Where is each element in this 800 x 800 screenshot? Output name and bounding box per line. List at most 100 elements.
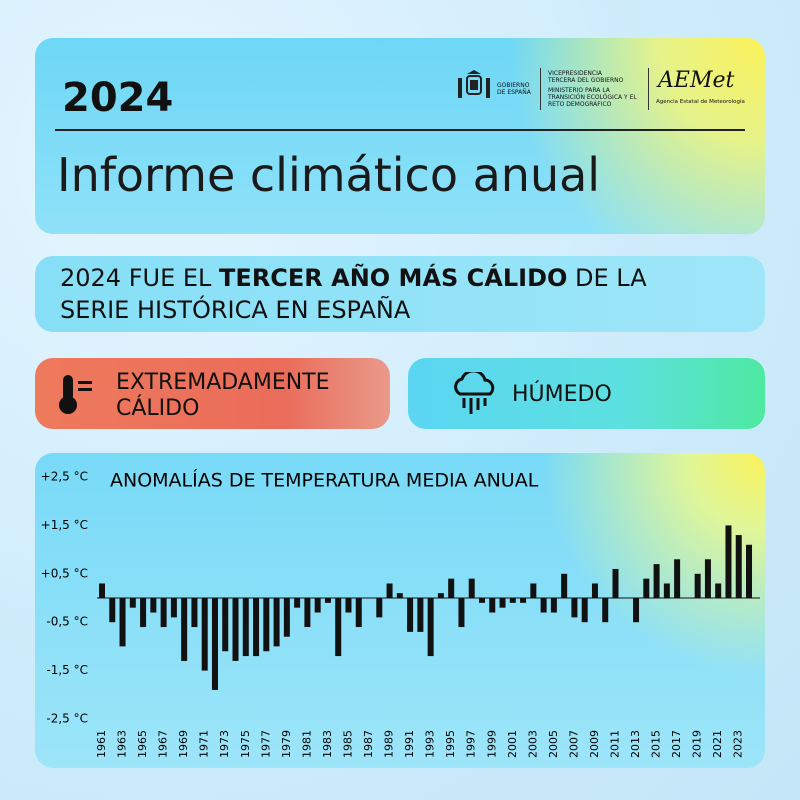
bar bbox=[633, 598, 640, 623]
bar bbox=[735, 535, 742, 598]
x-tick-label: 2011 bbox=[609, 730, 622, 758]
bar bbox=[674, 559, 681, 598]
y-tick-label: -0,5 °C bbox=[46, 615, 88, 629]
bar bbox=[468, 578, 475, 598]
precipitation-label: HÚMEDO bbox=[512, 382, 612, 407]
rain-icon bbox=[454, 372, 495, 414]
headline-text: DE LA SERIE HISTÓRICA EN ESPAÑA bbox=[60, 264, 647, 324]
bar bbox=[314, 598, 321, 613]
header-card bbox=[35, 38, 765, 234]
x-tick-label: 2023 bbox=[732, 730, 745, 758]
bar bbox=[376, 598, 383, 618]
government: GOBIERNO DE ESPAÑA bbox=[497, 82, 531, 96]
x-tick-label: 1963 bbox=[116, 730, 129, 758]
bar bbox=[355, 598, 362, 628]
y-tick-label: +1,5 °C bbox=[41, 518, 88, 532]
bar bbox=[725, 525, 732, 598]
x-tick-label: 1971 bbox=[198, 730, 211, 758]
bar bbox=[448, 578, 455, 598]
bar bbox=[550, 598, 557, 613]
x-tick-label: 1969 bbox=[177, 730, 190, 758]
x-tick-label: 1999 bbox=[485, 730, 498, 758]
bar bbox=[417, 598, 424, 632]
bar bbox=[304, 598, 311, 628]
bar bbox=[150, 598, 157, 613]
bar bbox=[591, 583, 598, 598]
x-tick-label: 1987 bbox=[362, 730, 375, 758]
agency-name: Agencia Estatal de Meteorología bbox=[656, 99, 745, 105]
x-tick-label: 2017 bbox=[670, 730, 683, 758]
bar bbox=[222, 598, 229, 652]
bar bbox=[129, 598, 136, 608]
headline-highlight: TERCER AÑO MÁS CÁLIDO bbox=[219, 264, 568, 292]
x-tick-label: 2015 bbox=[650, 730, 663, 758]
chart-card bbox=[35, 453, 765, 768]
bar bbox=[294, 598, 301, 608]
x-tick-label: 1997 bbox=[465, 730, 478, 758]
bar bbox=[396, 593, 403, 598]
bar bbox=[715, 583, 722, 598]
x-tick-label: 1961 bbox=[95, 730, 108, 758]
y-tick-label: -2,5 °C bbox=[46, 712, 88, 726]
bar bbox=[746, 544, 753, 598]
x-tick-label: 2001 bbox=[506, 730, 519, 758]
x-tick-label: 1993 bbox=[424, 730, 437, 758]
x-tick-label: 1989 bbox=[383, 730, 396, 758]
bar bbox=[602, 598, 609, 623]
x-tick-label: 1965 bbox=[136, 730, 149, 758]
bar bbox=[253, 598, 260, 657]
x-tick-label: 1975 bbox=[239, 730, 252, 758]
x-tick-label: 2009 bbox=[588, 730, 601, 758]
bar bbox=[324, 598, 331, 603]
bar bbox=[571, 598, 578, 618]
temperature-label: EXTREMADAMENTE CÁLIDO bbox=[116, 370, 330, 421]
bar bbox=[119, 598, 126, 647]
x-tick-label: 1983 bbox=[321, 730, 334, 758]
temperature-badge bbox=[35, 358, 390, 429]
x-tick-label: 1979 bbox=[280, 730, 293, 758]
bar bbox=[561, 573, 568, 598]
bar bbox=[663, 583, 670, 598]
bar bbox=[694, 573, 701, 598]
bar bbox=[181, 598, 188, 661]
divider bbox=[540, 68, 541, 110]
bar bbox=[211, 598, 218, 690]
x-tick-label: 2013 bbox=[629, 730, 642, 758]
bar bbox=[335, 598, 342, 657]
bar bbox=[478, 598, 485, 603]
agency-logo: AEMet bbox=[658, 68, 735, 93]
bar bbox=[273, 598, 280, 647]
bar bbox=[653, 564, 660, 598]
bar bbox=[170, 598, 177, 618]
bar bbox=[643, 578, 650, 598]
bar bbox=[530, 583, 537, 598]
headline-card bbox=[35, 256, 765, 332]
bar bbox=[263, 598, 270, 652]
y-tick-label: +0,5 °C bbox=[41, 566, 88, 580]
bar bbox=[437, 593, 444, 598]
bar bbox=[509, 598, 516, 603]
x-tick-label: 2003 bbox=[526, 730, 539, 758]
x-tick-label: 2007 bbox=[567, 730, 580, 758]
thermometer-icon bbox=[59, 375, 92, 414]
x-tick-label: 1973 bbox=[218, 730, 231, 758]
x-tick-label: 1995 bbox=[444, 730, 457, 758]
bar bbox=[520, 598, 527, 603]
bar bbox=[458, 598, 465, 628]
divider bbox=[648, 68, 649, 110]
x-tick-label: 2019 bbox=[691, 730, 704, 758]
x-tick-label: 2021 bbox=[711, 730, 724, 758]
bar bbox=[109, 598, 116, 623]
year: 2024 bbox=[62, 75, 174, 121]
bar bbox=[704, 559, 711, 598]
x-tick-label: 1977 bbox=[259, 730, 272, 758]
rule bbox=[55, 129, 745, 131]
x-tick-label: 1981 bbox=[300, 730, 313, 758]
bar bbox=[232, 598, 239, 661]
x-tick-label: 1967 bbox=[157, 730, 170, 758]
x-tick-label: 2005 bbox=[547, 730, 560, 758]
y-tick-label: +2,5 °C bbox=[41, 470, 88, 484]
vicepresidency: VICEPRESIDENCIA TERCERA DEL GOBIERNO bbox=[548, 70, 624, 84]
